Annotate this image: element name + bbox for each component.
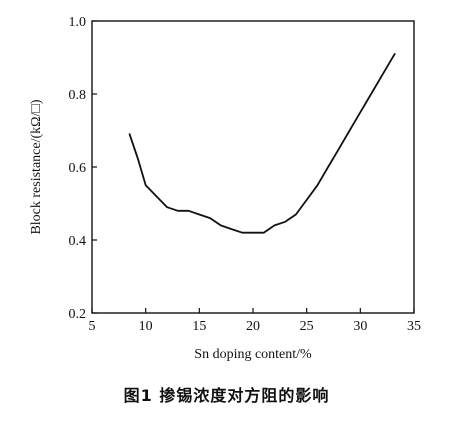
x-axis-ticks: 5 10 15 20 25 30 35 — [89, 308, 421, 334]
x-tick-label: 30 — [353, 319, 367, 334]
y-axis-label: Block resistance/(kΩ/□) — [29, 99, 44, 234]
y-tick-label: 0.6 — [69, 161, 87, 176]
y-axis-ticks: 0.2 0.4 0.6 0.8 1.0 — [69, 15, 97, 322]
x-tick-label: 20 — [246, 319, 260, 334]
y-tick-label: 0.8 — [69, 88, 87, 103]
x-tick-label: 25 — [300, 319, 314, 334]
x-tick-label: 5 — [89, 319, 96, 334]
x-tick-label: 10 — [139, 319, 153, 334]
line-chart: 5 10 15 20 25 30 35 0.2 0.4 0.6 0.8 1.0 Sn doping … — [29, 15, 421, 362]
x-tick-label: 35 — [407, 319, 421, 334]
x-axis-label: Sn doping content/% — [194, 347, 312, 362]
figure-caption: 图1 掺锡浓度对方阻的影响 — [123, 386, 330, 405]
y-tick-label: 1.0 — [69, 15, 87, 30]
x-tick-label: 15 — [192, 319, 206, 334]
series-layer — [128, 53, 396, 234]
series-line — [128, 53, 396, 234]
y-tick-label: 0.2 — [69, 307, 87, 322]
y-tick-label: 0.4 — [69, 234, 87, 249]
